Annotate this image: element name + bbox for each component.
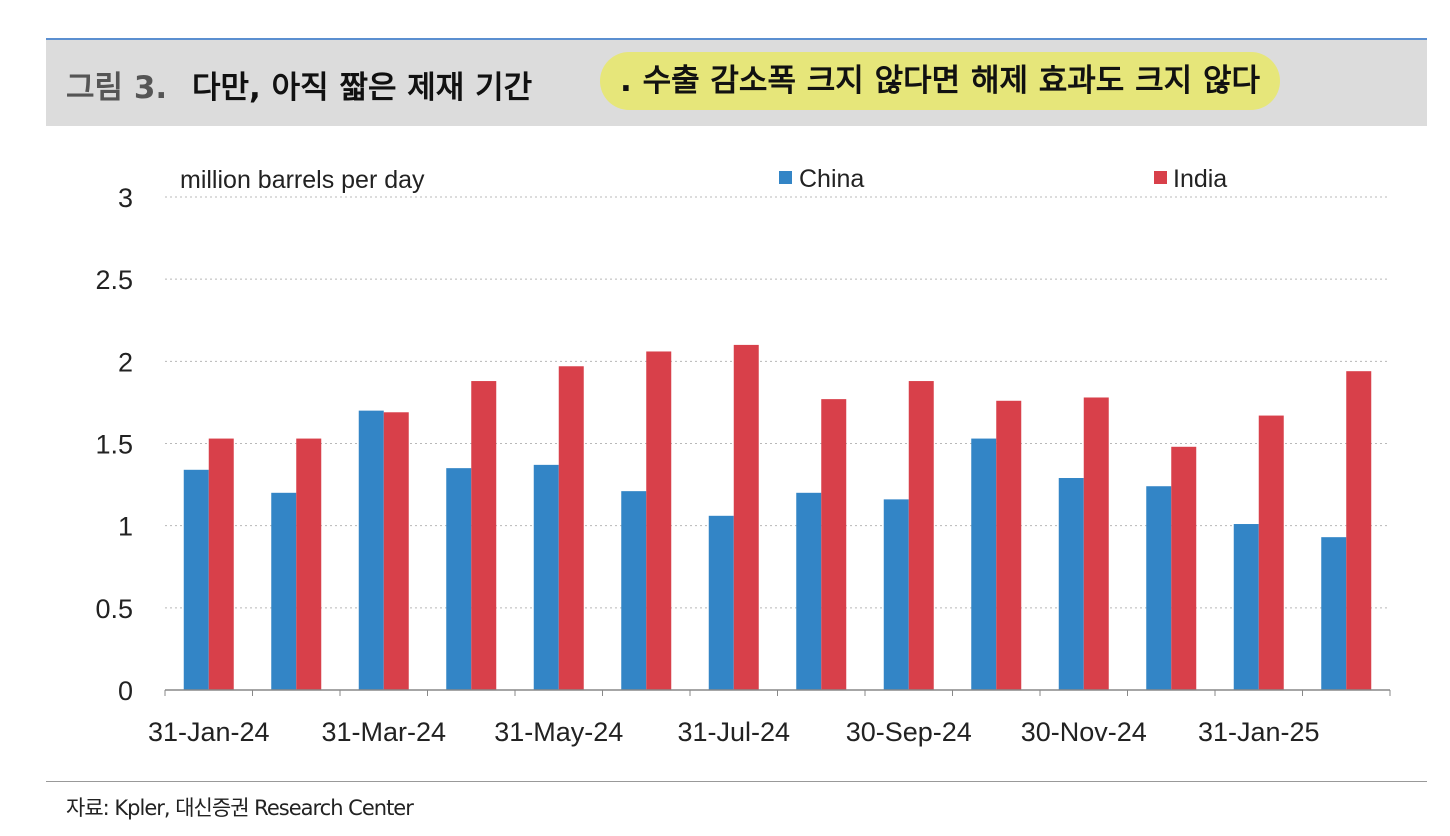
y-tick-label: 3 <box>118 183 133 213</box>
bar-india-feb-25 <box>1346 371 1372 690</box>
bar-india-jul-24 <box>733 344 759 690</box>
bar-china-dec-24 <box>1146 486 1172 690</box>
legend-label-china: China <box>799 165 864 193</box>
x-tick-label: 31-Jan-25 <box>1198 717 1320 747</box>
x-tick-label: 31-Jan-24 <box>148 717 270 747</box>
bar-china-mar-24 <box>358 410 384 690</box>
bar-china-oct-24 <box>971 438 997 690</box>
x-tick-label: 31-Jul-24 <box>677 717 790 747</box>
figure-highlight: . 수출 감소폭 크지 않다면 해제 효과도 크지 않다 <box>600 52 1280 110</box>
y-tick-label: 2.5 <box>95 265 133 295</box>
x-tick-label: 30-Sep-24 <box>846 717 972 747</box>
x-tick-labels: 31-Jan-24 31-Mar-24 31-May-24 31-Jul-24 30-S… <box>148 717 1320 747</box>
bar-india-jan-24 <box>208 438 234 690</box>
bottom-rule <box>46 781 1427 782</box>
bar-china-jun-24 <box>621 491 647 690</box>
figure-title: 다만, 아직 짧은 제재 기간 <box>192 70 533 106</box>
x-axis <box>164 689 1391 696</box>
bar-india-mar-24 <box>383 412 409 690</box>
x-tick-label: 31-May-24 <box>494 717 623 747</box>
bar-china-jan-25 <box>1233 524 1259 690</box>
bar-china-feb-25 <box>1321 537 1347 690</box>
bars <box>183 344 1372 690</box>
legend: China India <box>779 165 1227 193</box>
bar-china-apr-24 <box>446 468 472 690</box>
legend-swatch-china <box>779 171 792 184</box>
bar-china-jul-24 <box>708 515 734 690</box>
legend-swatch-india <box>1154 171 1167 184</box>
bar-china-nov-24 <box>1058 478 1084 690</box>
bar-india-dec-24 <box>1171 446 1197 690</box>
bar-india-aug-24 <box>821 399 847 690</box>
bar-india-nov-24 <box>1083 397 1109 690</box>
y-tick-label: 0.5 <box>95 594 133 624</box>
top-rule <box>46 38 1427 40</box>
bar-china-feb-24 <box>271 492 297 690</box>
bar-india-oct-24 <box>996 400 1022 690</box>
bar-chart: 0 0.5 1 1.5 2 2.5 3 31-Jan-24 31-Mar-24 31-May-2… <box>95 165 1391 747</box>
y-tick-label: 0 <box>118 676 133 706</box>
gridlines <box>165 196 1390 609</box>
y-tick-label: 1.5 <box>95 430 133 460</box>
y-tick-label: 2 <box>118 347 133 377</box>
figure-label: 그림 3. <box>66 70 168 106</box>
y-tick-label: 1 <box>118 512 133 542</box>
figure-header: 그림 3. 다만, 아직 짧은 제재 기간 . 수출 감소폭 크지 않다면 해제… <box>46 40 1427 126</box>
source-note: 자료: Kpler, 대신증권 Research Center <box>66 796 414 820</box>
y-axis-unit-label: million barrels per day <box>180 166 425 194</box>
bar-india-jan-25 <box>1258 415 1284 690</box>
x-tick-label: 31-Mar-24 <box>321 717 446 747</box>
bar-china-sep-24 <box>883 499 909 690</box>
y-tick-labels: 0 0.5 1 1.5 2 2.5 3 <box>95 183 133 706</box>
x-tick-label: 30-Nov-24 <box>1021 717 1147 747</box>
bar-india-may-24 <box>558 366 584 690</box>
bar-china-aug-24 <box>796 492 822 690</box>
legend-label-india: India <box>1173 165 1227 193</box>
bar-india-sep-24 <box>908 381 934 690</box>
bar-india-apr-24 <box>471 381 497 690</box>
bar-india-jun-24 <box>646 351 672 690</box>
bar-china-jan-24 <box>183 469 209 690</box>
bar-china-may-24 <box>533 464 559 690</box>
bar-india-feb-24 <box>296 438 322 690</box>
